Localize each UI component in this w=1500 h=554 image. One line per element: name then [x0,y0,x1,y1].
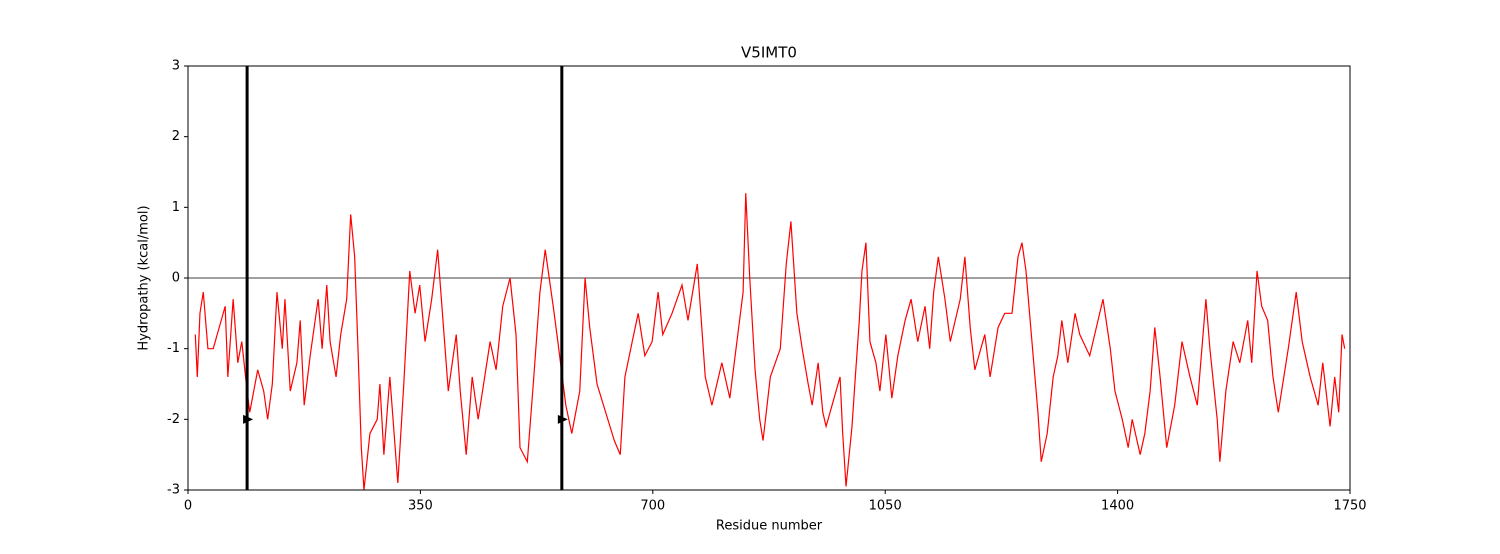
chart-title: V5IMT0 [741,44,797,62]
data-line [194,193,1346,490]
y-tick-label: 0 [172,271,180,286]
y-tick-label: 1 [172,200,180,215]
y-tick-label: -2 [167,412,180,427]
marker [243,414,254,424]
x-tick-label: 350 [408,499,433,514]
x-axis-label: Residue number [716,519,823,534]
x-tick-label: 1750 [1333,499,1366,514]
x-tick-label: 700 [640,499,665,514]
plot-frame [187,65,1351,491]
y-axis-label: Hydropathy (kcal/mol) [137,205,152,350]
x-tick-label: 0 [184,499,192,514]
x-tick-label: 1050 [869,499,902,514]
y-tick-label: -1 [167,341,180,356]
y-tick-label: 2 [172,129,180,144]
x-tick-label: 1400 [1101,499,1134,514]
marker [557,414,568,424]
y-tick-label: 3 [172,59,180,74]
y-tick-label: -3 [167,483,180,498]
